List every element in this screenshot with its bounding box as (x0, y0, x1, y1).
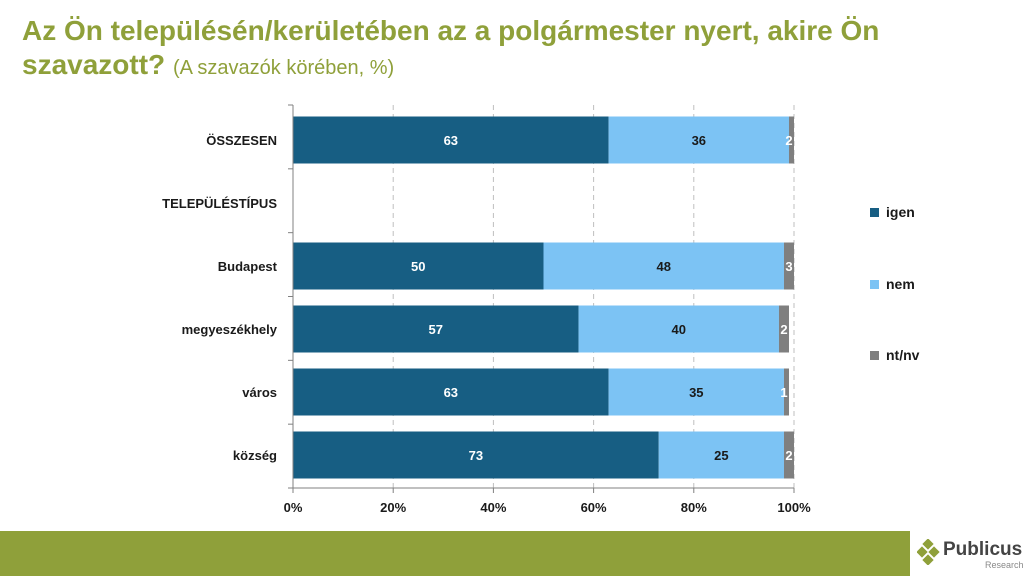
stacked-bar-chart: 63 36 2 ÖSSZESEN TELEPÜLÉSTÍPUS 50 48 3 Budapest… (162, 104, 920, 515)
legend-label: nt/nv (886, 347, 920, 363)
footer-bar (0, 531, 910, 576)
bar-igen-5 (293, 431, 659, 479)
bar-ntnv-0 (788, 116, 794, 164)
logo-diamond-icon (917, 539, 940, 565)
category-label: város (242, 385, 277, 400)
data-label: 2 (780, 322, 787, 337)
title-main: Az Ön településén/kerületében az a polgá… (22, 15, 880, 80)
x-tick-label: 0% (284, 500, 303, 515)
x-tick-label: 80% (681, 500, 707, 515)
data-label: 2 (785, 133, 792, 148)
data-label: 3 (785, 259, 792, 274)
bar-nem-2 (543, 242, 784, 290)
data-label: 25 (714, 448, 728, 463)
bar-nem-0 (608, 116, 789, 164)
data-label: 40 (672, 322, 686, 337)
bar-nem-5 (658, 431, 784, 479)
legend-label: nem (886, 276, 915, 292)
bar-nem-3 (578, 305, 779, 353)
data-label: 50 (411, 259, 425, 274)
data-label: 2 (785, 448, 792, 463)
bar-ntnv-2 (783, 242, 794, 290)
bar-igen-4 (293, 368, 609, 416)
legend-swatch (870, 208, 879, 217)
bar-nem-4 (608, 368, 784, 416)
bar-igen-2 (293, 242, 544, 290)
bar-igen-0 (293, 116, 609, 164)
logo-name: Publicus (943, 539, 1023, 560)
bar-ntnv-3 (778, 305, 789, 353)
category-label: Budapest (218, 259, 278, 274)
data-label: 63 (444, 133, 458, 148)
category-label: TELEPÜLÉSTÍPUS (162, 196, 277, 211)
data-label: 57 (429, 322, 443, 337)
data-label: 1 (780, 385, 787, 400)
category-label: ÖSSZESEN (206, 133, 277, 148)
logo-subtitle: Research (985, 560, 1024, 570)
page-title: Az Ön településén/kerületében az a polgá… (22, 14, 1002, 85)
x-tick-label: 60% (581, 500, 607, 515)
x-tick-label: 40% (480, 500, 506, 515)
category-label: község (233, 448, 277, 463)
legend-swatch (870, 280, 879, 289)
bar-ntnv-5 (783, 431, 794, 479)
x-tick-label: 100% (777, 500, 811, 515)
legend-swatch (870, 351, 879, 360)
data-label: 63 (444, 385, 458, 400)
data-label: 73 (469, 448, 483, 463)
data-label: 35 (689, 385, 703, 400)
legend-label: igen (886, 204, 915, 220)
x-tick-label: 20% (380, 500, 406, 515)
publicus-logo: Publicus Research (915, 535, 1024, 573)
data-label: 36 (692, 133, 706, 148)
bar-igen-3 (293, 305, 579, 353)
title-subtitle: (A szavazók körében, %) (172, 57, 395, 79)
bar-ntnv-4 (783, 368, 789, 416)
category-label: megyeszékhely (182, 322, 278, 337)
data-label: 48 (657, 259, 671, 274)
